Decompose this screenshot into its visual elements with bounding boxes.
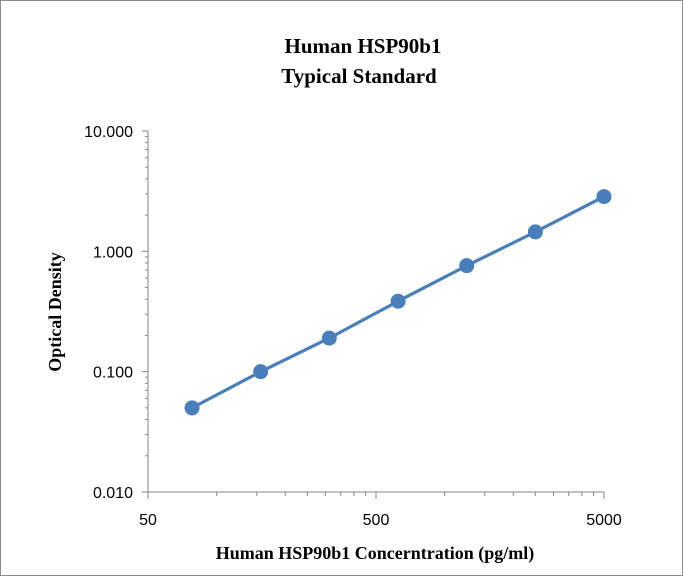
- x-tick-label: 500: [363, 512, 390, 529]
- data-point: [459, 258, 475, 274]
- y-tick-label: 10.000: [84, 124, 133, 141]
- y-tick-label: 0.010: [93, 485, 133, 502]
- chart-title-line-2: Typical Standard: [281, 64, 437, 88]
- y-axis-title: Optical Density: [45, 252, 65, 372]
- series-layer: [184, 189, 612, 416]
- x-ticks: 50 500 5000: [139, 492, 622, 529]
- y-ticks: 0.010 0.100 1.000 10.000: [84, 124, 148, 502]
- data-point: [527, 224, 543, 240]
- x-tick-label: 5000: [586, 512, 622, 529]
- x-axis-title: Human HSP90b1 Concerntration (pg/ml): [216, 543, 535, 564]
- chart-title-line-1: Human HSP90b1: [285, 34, 442, 58]
- data-point: [390, 293, 406, 309]
- data-point: [184, 400, 200, 416]
- data-point: [596, 189, 612, 205]
- y-tick-label: 1.000: [93, 244, 133, 261]
- data-point: [253, 364, 269, 380]
- y-tick-label: 0.100: [93, 365, 133, 382]
- x-tick-label: 50: [139, 512, 157, 529]
- data-point: [321, 330, 337, 346]
